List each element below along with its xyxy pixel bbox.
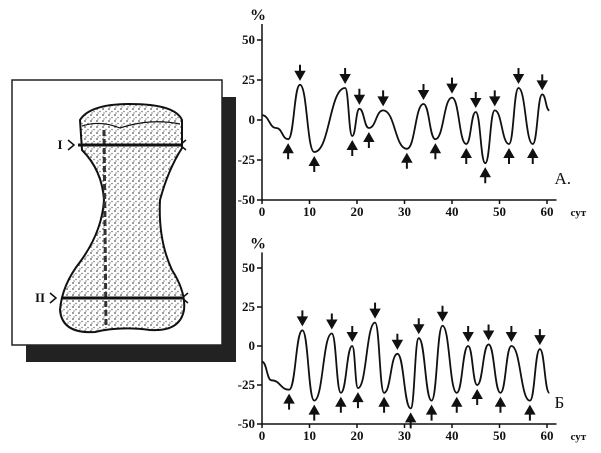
trough-arrow xyxy=(378,396,390,413)
trough-arrow xyxy=(494,396,507,413)
trough-arrow xyxy=(346,139,358,156)
peak-arrow xyxy=(413,318,425,335)
section-marker xyxy=(49,292,189,304)
x-tick-label: 10 xyxy=(303,428,316,443)
peak-arrow xyxy=(536,74,548,91)
x-axis-label: сут xyxy=(571,431,587,443)
bone-line xyxy=(102,129,108,326)
x-tick-label: 60 xyxy=(541,428,554,443)
section-marker xyxy=(67,139,187,151)
peak-arrow xyxy=(296,310,309,327)
trough-arrow xyxy=(308,155,320,172)
trough-arrow xyxy=(363,131,375,148)
x-axis-label: сут xyxy=(571,207,587,219)
peak-arrow xyxy=(505,326,518,343)
peak-arrow xyxy=(326,313,338,330)
x-tick-label: 0 xyxy=(259,204,266,219)
y-tick-label: 50 xyxy=(242,32,255,47)
y-tick-label: 25 xyxy=(242,299,256,314)
peak-arrow xyxy=(346,326,358,343)
bone-edge xyxy=(81,121,181,129)
trough-arrow xyxy=(335,396,347,413)
x-tick-label: 40 xyxy=(446,428,459,443)
x-tick-label: 40 xyxy=(446,204,459,219)
peak-arrow xyxy=(512,68,525,85)
peak-arrow xyxy=(417,84,430,101)
y-tick-label: 0 xyxy=(249,112,256,127)
x-tick-label: 10 xyxy=(303,204,316,219)
trough-arrow xyxy=(451,396,463,413)
y-tick-label: 50 xyxy=(242,260,255,275)
x-tick-label: 50 xyxy=(493,428,506,443)
series-line xyxy=(261,83,550,165)
x-tick-label: 60 xyxy=(541,204,554,219)
peak-arrow xyxy=(436,305,449,322)
peak-arrow xyxy=(353,88,366,105)
trough-arrow xyxy=(425,404,438,421)
illustration: I II xyxy=(11,79,236,362)
y-tick-label: -50 xyxy=(238,192,255,207)
trough-arrow xyxy=(429,143,442,160)
trough-arrow xyxy=(352,392,364,409)
series-line xyxy=(261,321,551,410)
peak-arrow xyxy=(391,333,404,350)
trough-arrow xyxy=(308,404,320,421)
peak-arrow xyxy=(489,90,501,107)
peak-arrow xyxy=(534,329,546,346)
section-label: I xyxy=(57,137,62,152)
y-tick-label: -50 xyxy=(238,416,255,431)
y-tick-label: -25 xyxy=(238,152,256,167)
x-tick-label: 20 xyxy=(351,204,364,219)
peak-arrow xyxy=(339,68,351,85)
y-axis-label: % xyxy=(250,235,266,252)
x-tick-label: 50 xyxy=(493,204,506,219)
y-tick-label: 0 xyxy=(249,338,256,353)
panel-label: А. xyxy=(555,169,572,188)
x-tick-label: 30 xyxy=(398,204,411,219)
y-tick-label: 25 xyxy=(242,72,256,87)
x-tick-label: 0 xyxy=(259,428,266,443)
peak-arrow xyxy=(462,326,474,343)
y-axis-label: % xyxy=(250,7,266,24)
trough-arrow xyxy=(282,143,294,160)
trough-arrow xyxy=(471,388,483,405)
trough-arrow xyxy=(460,147,472,164)
peak-arrow xyxy=(294,64,306,81)
trough-arrow xyxy=(283,393,295,410)
trough-arrow xyxy=(479,167,491,184)
section-label: II xyxy=(35,290,45,305)
y-tick-label: -25 xyxy=(238,377,256,392)
peak-arrow xyxy=(446,77,458,94)
x-tick-label: 30 xyxy=(398,428,411,443)
peak-arrow xyxy=(482,324,495,341)
peak-arrow xyxy=(369,302,381,319)
trough-arrow xyxy=(524,404,536,421)
trough-arrow xyxy=(503,147,515,164)
trough-arrow xyxy=(527,147,539,164)
x-tick-label: 20 xyxy=(351,428,364,443)
bone xyxy=(58,102,186,334)
trough-arrow xyxy=(401,152,413,169)
peak-arrow xyxy=(377,90,389,107)
panel-label: Б xyxy=(555,393,565,412)
peak-arrow xyxy=(470,92,482,109)
trough-arrow xyxy=(404,412,417,429)
